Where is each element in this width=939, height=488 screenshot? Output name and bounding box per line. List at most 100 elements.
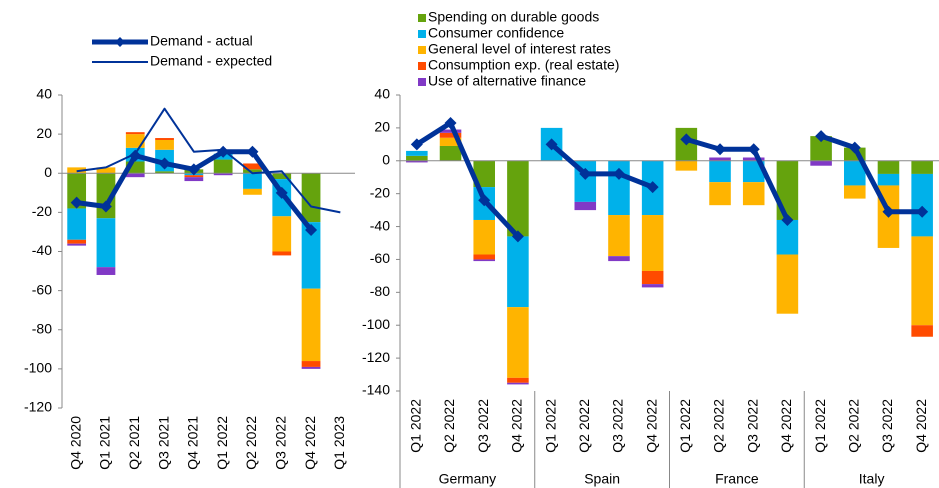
x-tick-label: Q3 2022 <box>744 399 760 453</box>
line-marker <box>714 143 727 156</box>
line <box>549 142 654 190</box>
line-marker <box>217 145 230 158</box>
y-tick-label: -120 <box>362 349 390 365</box>
bar-segment <box>301 222 321 289</box>
bar-segment <box>608 215 630 257</box>
bar-segment <box>507 307 529 378</box>
legend-label: Demand - actual <box>150 33 253 49</box>
bar-segment <box>272 216 292 252</box>
y-tick-label: -20 <box>370 184 390 200</box>
y-tick-label: -140 <box>362 382 390 398</box>
y-tick-label: 40 <box>374 86 390 102</box>
legend-label: Spending on durable goods <box>428 9 599 25</box>
x-tick-label: Q3 2022 <box>272 416 288 470</box>
bar-segment <box>96 267 116 275</box>
bar-segment <box>125 134 145 148</box>
y-tick-label: -100 <box>362 316 390 332</box>
x-tick-label: Q2 2022 <box>441 399 457 453</box>
bar-segment <box>301 288 321 362</box>
y-tick-label: 20 <box>374 119 390 135</box>
bar-segment <box>507 160 529 237</box>
bar-segment <box>473 254 495 260</box>
bar-segment <box>439 132 462 138</box>
bar-segment <box>473 259 495 262</box>
x-tick-label: Q2 2021 <box>126 416 142 470</box>
bar-segment <box>507 382 529 385</box>
legend-swatch <box>418 62 426 70</box>
bar-segment <box>641 284 664 288</box>
legend-label: Use of alternative finance <box>428 73 586 89</box>
legend-label: Consumption exp. (real estate) <box>428 57 619 73</box>
line <box>415 120 520 239</box>
line-marker <box>410 138 423 151</box>
line-marker <box>478 194 491 207</box>
legend-marker <box>115 37 125 47</box>
x-tick-label: Q1 2022 <box>812 399 828 453</box>
x-tick-label: Q1 2022 <box>677 399 693 453</box>
line-marker <box>246 145 259 158</box>
bar-segment <box>507 377 529 383</box>
bar-segment <box>911 236 933 326</box>
bar-segment <box>844 160 866 186</box>
line <box>685 137 790 222</box>
line-marker <box>747 143 760 156</box>
bar-segment <box>439 145 462 161</box>
bar-segment <box>243 163 262 170</box>
bar-segment <box>877 173 900 186</box>
bar-segment <box>67 208 87 240</box>
bar-segment <box>213 159 233 174</box>
bar-segment <box>125 173 145 178</box>
bar-segment <box>911 173 933 237</box>
bar-segment <box>810 136 832 161</box>
bar-segment <box>406 160 428 163</box>
y-tick-label: -120 <box>24 399 52 415</box>
legend-label: General level of interest rates <box>428 41 611 57</box>
bar-segment <box>776 160 799 220</box>
bar-segment <box>439 129 462 133</box>
line-marker <box>129 149 142 162</box>
line-marker <box>275 186 288 199</box>
bar-segment <box>155 139 174 150</box>
line-marker <box>511 230 524 243</box>
line-marker <box>882 205 895 218</box>
line <box>76 107 341 214</box>
bar-segment <box>844 185 866 199</box>
x-tick-label: Q2 2022 <box>845 399 861 453</box>
bar-segment <box>709 157 731 161</box>
x-tick-label: Q2 2022 <box>243 416 259 470</box>
bar-segment <box>67 243 87 246</box>
bar-segment <box>301 361 321 367</box>
line-marker <box>158 157 171 170</box>
bar-segment <box>439 137 462 146</box>
bar-segment <box>776 254 799 314</box>
line-marker <box>579 167 592 180</box>
bar-segment <box>473 219 495 255</box>
bar-segment <box>125 132 145 135</box>
bar-segment <box>675 160 698 171</box>
x-tick-label: Q1 2022 <box>214 416 230 470</box>
bar-segment <box>406 150 428 156</box>
group-label: France <box>715 471 759 487</box>
bar-segment <box>641 270 664 285</box>
line-marker <box>916 205 929 218</box>
bar-segment <box>155 138 174 140</box>
legend-swatch <box>418 14 426 22</box>
x-tick-label: Q3 2022 <box>610 399 626 453</box>
bar-segment <box>96 218 116 268</box>
y-tick-label: -40 <box>370 217 390 233</box>
bar-segment <box>709 160 731 183</box>
bar-segment <box>574 201 597 211</box>
bar-segment <box>67 239 87 244</box>
bar-segment <box>243 173 262 189</box>
line <box>820 133 923 215</box>
bar-segment <box>608 256 630 262</box>
line-marker <box>815 130 828 143</box>
bar-segment <box>406 155 428 161</box>
y-tick-label: 0 <box>44 164 52 180</box>
line-marker <box>305 223 318 236</box>
bar-segment <box>155 171 174 174</box>
line-marker <box>545 138 558 151</box>
bar-segment <box>272 251 292 256</box>
bar-segment <box>67 173 87 209</box>
bar-segment <box>709 182 731 206</box>
